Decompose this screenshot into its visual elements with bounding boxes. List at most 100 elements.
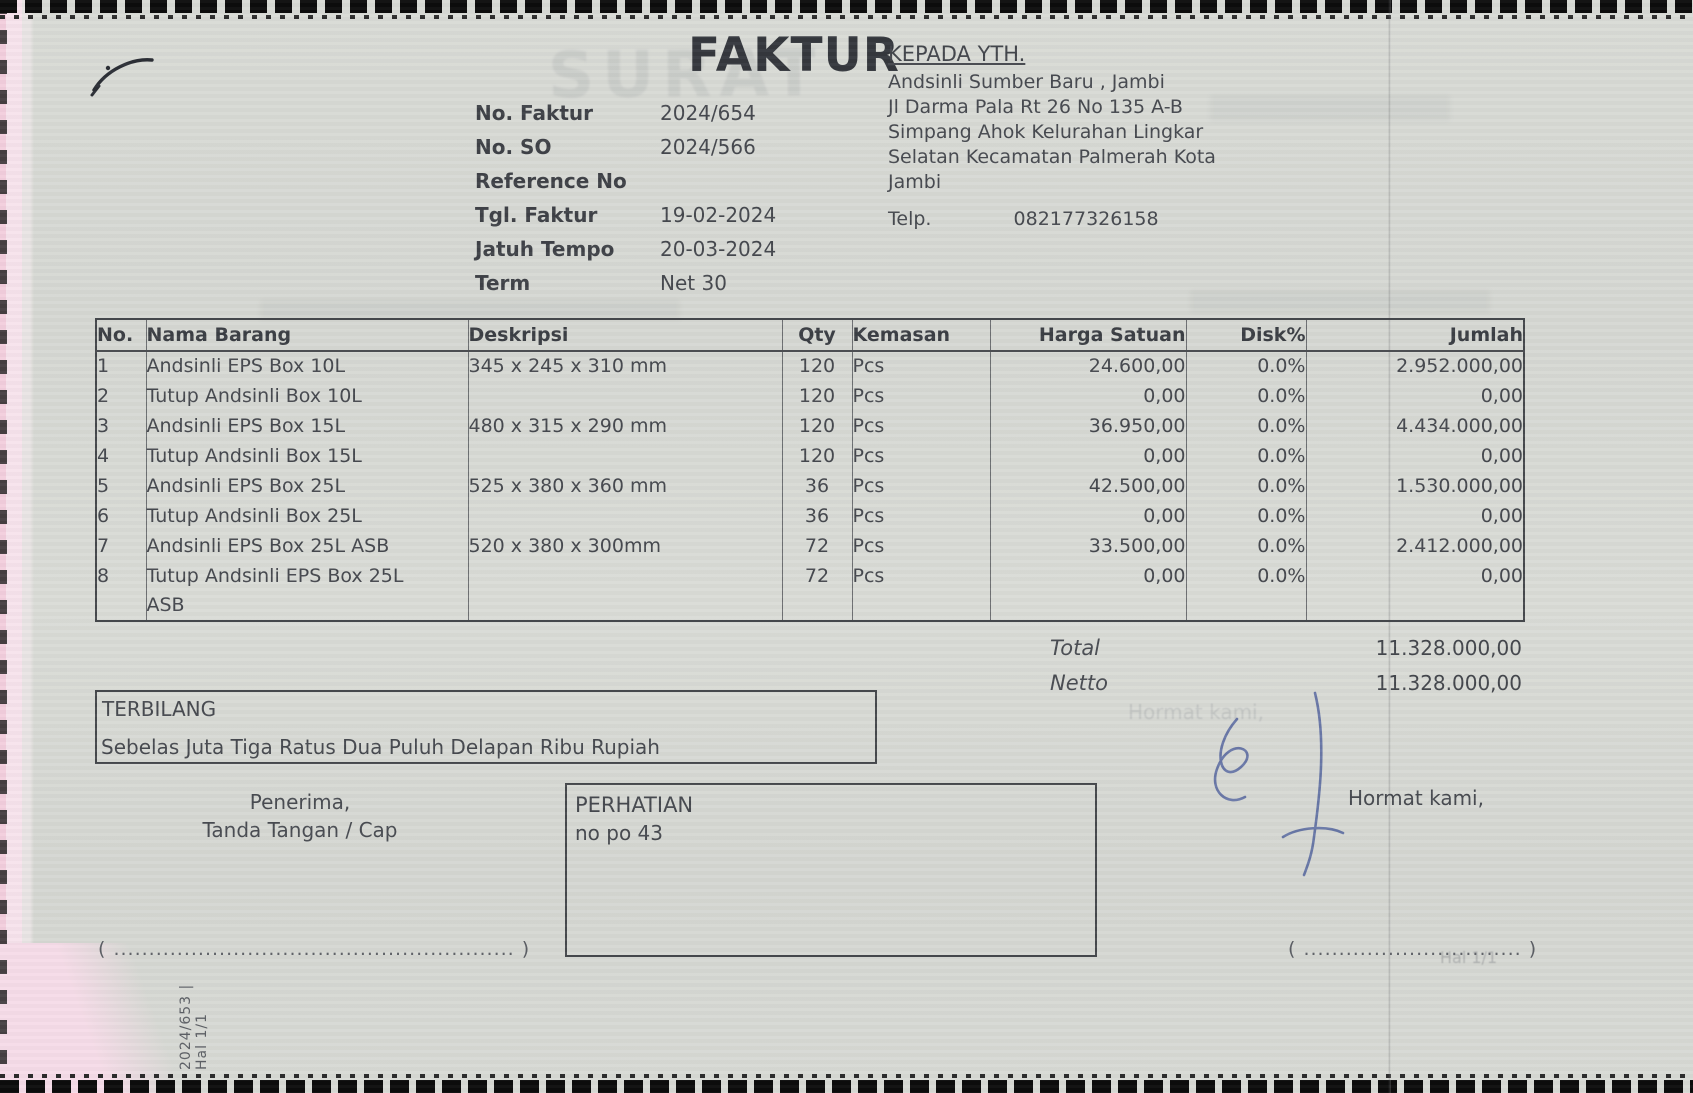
table-row: 8 Tutup Andsinli EPS Box 25L ASB 72 Pcs 0,00… — [96, 562, 1524, 621]
page-number-ghost: Hal 1/1 — [1440, 948, 1498, 967]
table-header-cell: Kemasan — [851, 319, 990, 352]
table-cell-disk: 0.0% — [1185, 351, 1306, 382]
signature-scribble — [1213, 691, 1345, 877]
ghost-smudge — [1210, 95, 1450, 121]
side-note: 2024/653 | Hal 1/1 — [178, 983, 210, 1070]
ghost-smudge — [260, 300, 680, 320]
penerima-line1: Penerima, — [249, 790, 351, 814]
table-cell-disk: 0.0% — [1185, 442, 1306, 472]
meta-row: No. Faktur 2024/654 — [475, 96, 776, 130]
table-cell-qty: 120 — [781, 412, 852, 442]
table-cell-qty: 36 — [781, 472, 852, 502]
perforation-bottom — [0, 1080, 1693, 1093]
table-cell-deskripsi — [467, 442, 782, 472]
table-cell-jumlah: 2.952.000,00 — [1305, 351, 1524, 382]
table-cell-kemasan: Pcs — [851, 351, 990, 382]
ghost-smudge — [1190, 290, 1490, 312]
table-cell-nama: Tutup Andsinli EPS Box 25L ASB — [145, 562, 468, 621]
table-cell-jumlah: 0,00 — [1305, 502, 1524, 532]
perhatian-note: no po 43 — [575, 821, 664, 845]
table-cell-qty: 72 — [781, 562, 852, 621]
table-cell-disk: 0.0% — [1185, 502, 1306, 532]
table-cell-no: 7 — [97, 535, 110, 557]
table-row: 4 Tutup Andsinli Box 15L 120 Pcs 0,00 0.0% 0,0… — [96, 442, 1524, 472]
table-cell-nama: Tutup Andsinli Box 10L — [145, 382, 468, 412]
phone-value: 082177326158 — [1013, 208, 1159, 230]
table-row: 7 Andsinli EPS Box 25L ASB 520 x 380 x 300… — [96, 532, 1524, 562]
recipient-address-line: Selatan Kecamatan Palmerah Kota — [888, 146, 1216, 168]
page-title: FAKTUR — [688, 28, 900, 83]
meta-value: 19-02-2024 — [660, 203, 777, 227]
meta-label: Tgl. Faktur — [475, 203, 598, 227]
netto-label: Netto — [1050, 671, 1108, 695]
table-cell-no: 3 — [97, 415, 110, 437]
table-cell-qty: 72 — [781, 532, 852, 562]
table-cell-no: 8 — [97, 565, 110, 587]
signature-line-left: ( ......................................… — [98, 938, 531, 960]
table-cell-nama: Andsinli EPS Box 25L — [145, 472, 468, 502]
table-cell-qty: 120 — [781, 351, 852, 382]
table-cell-disk: 0.0% — [1185, 382, 1306, 412]
table-cell-disk: 0.0% — [1185, 562, 1306, 621]
meta-row: Tgl. Faktur 19-02-2024 — [475, 198, 776, 232]
meta-row: No. SO 2024/566 — [475, 130, 776, 164]
terbilang-text: Sebelas Juta Tiga Ratus Dua Puluh Delapa… — [101, 735, 660, 759]
table-cell-harga: 0,00 — [989, 442, 1186, 472]
table-header-cell: No. — [96, 319, 146, 352]
table-cell-harga: 24.600,00 — [989, 351, 1186, 382]
table-cell-qty: 36 — [781, 502, 852, 532]
table-cell-jumlah: 2.412.000,00 — [1305, 532, 1524, 562]
hormat-kami-label: Hormat kami, — [1348, 786, 1484, 810]
ghost-hormat-text: Hormat kami, — [1128, 700, 1264, 724]
meta-row: Reference No — [475, 164, 776, 198]
meta-label: Term — [475, 271, 531, 295]
phone-row: Telp. 082177326158 — [888, 208, 1159, 230]
table-cell-kemasan: Pcs — [851, 502, 990, 532]
table-cell-nama: Tutup Andsinli Box 25L — [145, 502, 468, 532]
table-cell-deskripsi — [467, 382, 782, 412]
perforation-top-dots — [0, 15, 1693, 19]
table-cell-harga: 42.500,00 — [989, 472, 1186, 502]
meta-value: 2024/654 — [660, 101, 756, 125]
table-row: 3 Andsinli EPS Box 15L 480 x 315 x 290 mm 1… — [96, 412, 1524, 442]
table-cell-jumlah: 0,00 — [1305, 442, 1524, 472]
table-header-row: No. Nama Barang Deskripsi Qty Kemasan Harga S… — [96, 319, 1524, 352]
perforation-bottom-dots — [0, 1074, 1693, 1078]
table-cell-deskripsi — [467, 562, 782, 621]
meta-value: 2024/566 — [660, 135, 756, 159]
netto-value: 11.328.000,00 — [1375, 671, 1522, 695]
meta-label: No. Faktur — [475, 101, 593, 125]
invoice-table: No. Nama Barang Deskripsi Qty Kemasan Harga S… — [95, 318, 1525, 622]
table-cell-no: 1 — [97, 355, 110, 377]
penerima-line2: Tanda Tangan / Cap — [202, 818, 398, 842]
meta-value: 20-03-2024 — [660, 237, 777, 261]
phone-label: Telp. — [888, 208, 932, 230]
meta-label: No. SO — [475, 135, 552, 159]
table-cell-disk: 0.0% — [1185, 472, 1306, 502]
table-row: 5 Andsinli EPS Box 25L 525 x 380 x 360 mm 3… — [96, 472, 1524, 502]
table-cell-qty: 120 — [781, 442, 852, 472]
table-cell-nama: Andsinli EPS Box 15L — [145, 412, 468, 442]
recipient-address-line: Simpang Ahok Kelurahan Lingkar — [888, 121, 1204, 143]
penerima-block: Penerima, Tanda Tangan / Cap — [130, 788, 470, 844]
meta-row: Jatuh Tempo 20-03-2024 — [475, 232, 776, 266]
table-header-cell: Nama Barang — [145, 319, 468, 352]
signature-line-right: ( ............................... ) — [1288, 938, 1538, 960]
table-row: 2 Tutup Andsinli Box 10L 120 Pcs 0,00 0.0% 0,0… — [96, 382, 1524, 412]
table-cell-harga: 36.950,00 — [989, 412, 1186, 442]
pink-corner — [0, 943, 190, 1093]
table-cell-deskripsi: 520 x 380 x 300mm — [467, 532, 782, 562]
table-cell-disk: 0.0% — [1185, 412, 1306, 442]
table-cell-no: 4 — [97, 445, 110, 467]
table-cell-kemasan: Pcs — [851, 442, 990, 472]
table-cell-no: 2 — [97, 385, 110, 407]
recipient-address-line: Andsinli Sumber Baru , Jambi — [888, 71, 1165, 93]
meta-label: Jatuh Tempo — [475, 237, 615, 261]
table-cell-deskripsi: 480 x 315 x 290 mm — [467, 412, 782, 442]
table-cell-harga: 0,00 — [989, 562, 1186, 621]
table-cell-nama: Andsinli EPS Box 25L ASB — [145, 532, 468, 562]
invoice-meta: No. Faktur 2024/654 No. SO 2024/566 Referenc… — [475, 96, 776, 300]
table-cell-deskripsi: 345 x 245 x 310 mm — [467, 351, 782, 382]
table-header-cell: Deskripsi — [467, 319, 782, 352]
